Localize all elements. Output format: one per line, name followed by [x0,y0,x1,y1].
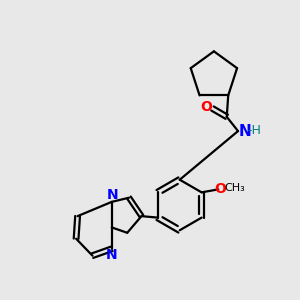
Text: N: N [238,124,251,139]
Text: O: O [200,100,212,114]
Text: CH₃: CH₃ [224,183,245,193]
Text: N: N [107,188,118,202]
Text: O: O [215,182,226,197]
Text: N: N [106,248,118,262]
Text: -H: -H [248,124,261,137]
